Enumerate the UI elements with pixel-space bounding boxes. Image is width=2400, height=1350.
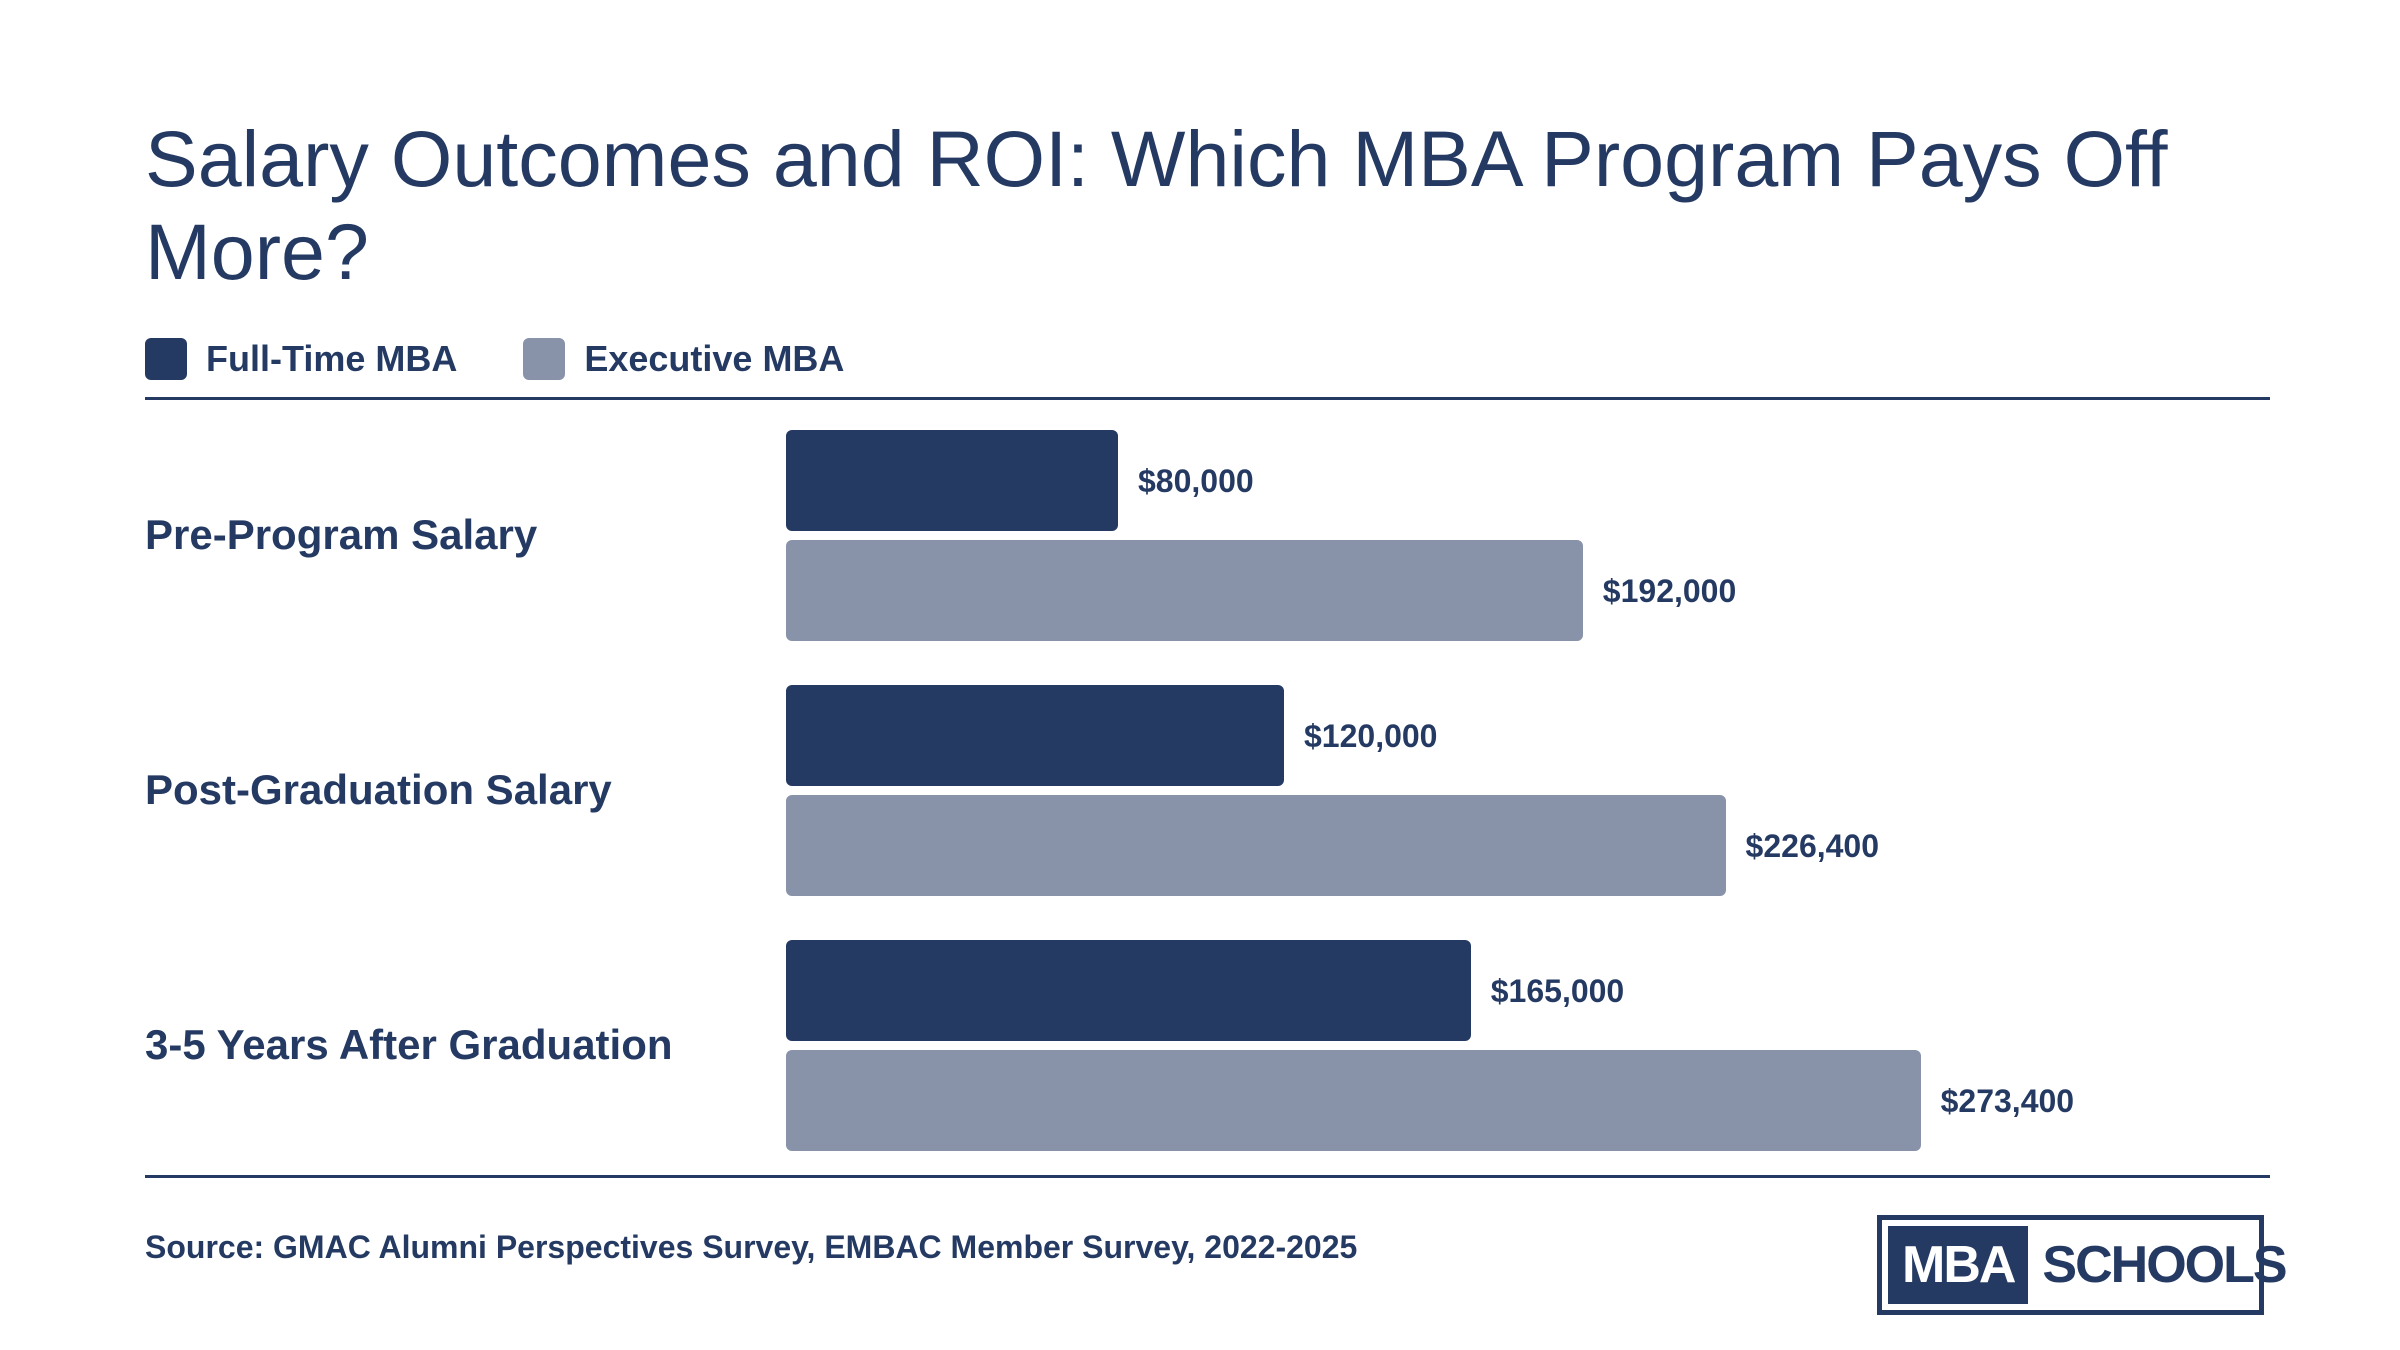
value-label-full-time-mba-pre-program-salary: $80,000 (1138, 462, 1254, 499)
bar-executive-mba-3-5-years-after-graduation (786, 1050, 1921, 1151)
value-label-full-time-mba-post-graduation-salary: $120,000 (1304, 717, 1438, 754)
logo-mba-text: MBA (1888, 1226, 2029, 1304)
bar-full-time-mba-pre-program-salary (786, 430, 1118, 531)
category-label-3-5-years-after-graduation: 3-5 Years After Graduation (145, 1021, 673, 1068)
bar-full-time-mba-post-graduation-salary (786, 685, 1284, 786)
value-label-executive-mba-pre-program-salary: $192,000 (1602, 572, 1737, 609)
bar-executive-mba-pre-program-salary (786, 540, 1583, 641)
mba-schools-logo: MBA SCHOOLS (1877, 1215, 2288, 1315)
bar-executive-mba-post-graduation-salary (786, 795, 1726, 896)
value-label-executive-mba-3-5-years-after-graduation: $273,400 (1940, 1082, 2075, 1119)
legend-label-executive: Executive MBA (584, 338, 845, 379)
bar-full-time-mba-3-5-years-after-graduation (786, 940, 1471, 1041)
value-label-full-time-mba-3-5-years-after-graduation: $165,000 (1490, 972, 1625, 1009)
value-label-executive-mba-post-graduation-salary: $226,400 (1745, 827, 1880, 864)
source-note: Source: GMAC Alumni Perspectives Survey,… (145, 1229, 1358, 1265)
legend-swatch-executive (523, 338, 566, 380)
category-label-post-graduation-salary: Post-Graduation Salary (145, 766, 612, 813)
legend-label-full-time: Full-Time MBA (206, 338, 458, 379)
chart-title: Salary Outcomes and ROI: Which MBA Progr… (145, 114, 2168, 296)
legend-swatch-full-time (145, 338, 187, 380)
legend: Full-Time MBA Executive MBA (145, 335, 910, 383)
top-divider (145, 397, 2270, 400)
logo-schools-text: SCHOOLS (2042, 1236, 2287, 1294)
category-label-pre-program-salary: Pre-Program Salary (145, 511, 538, 558)
legend-item-executive: Executive MBA (523, 338, 844, 380)
bottom-divider (145, 1175, 2270, 1178)
legend-item-full-time: Full-Time MBA (145, 338, 457, 380)
